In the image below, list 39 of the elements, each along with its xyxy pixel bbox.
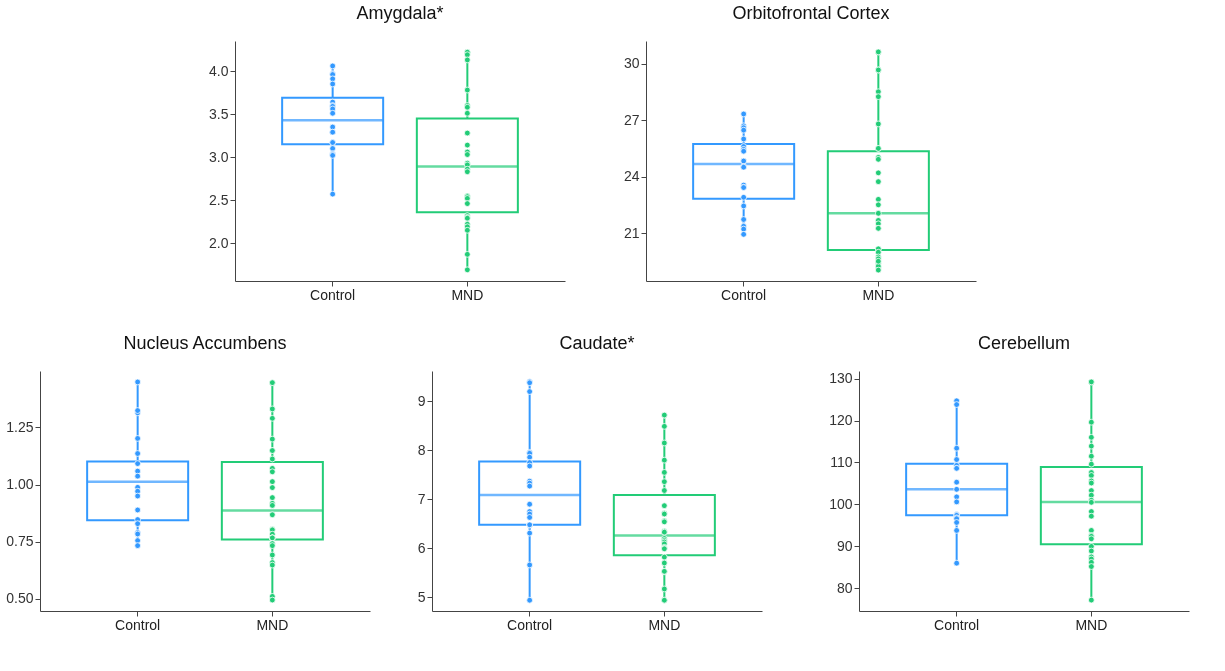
chart-title: Caudate* — [559, 333, 635, 353]
y-tick-label: 4.0 — [208, 62, 229, 79]
y-tick-label: 30 — [623, 55, 640, 72]
x-tick-label: MND — [648, 616, 680, 633]
y-tick-label: 80 — [837, 579, 854, 596]
x-tick-label: MND — [450, 286, 483, 303]
x-tick-label: MND — [256, 616, 289, 633]
y-tick-label: 100 — [829, 495, 854, 512]
x-tick-label: Control — [309, 286, 355, 303]
x-tick-label: Control — [115, 616, 161, 633]
x-tick-label: Control — [506, 616, 552, 633]
y-tick-label: 2.0 — [208, 234, 229, 251]
y-tick-label: 3.5 — [208, 105, 229, 122]
chart-title: Nucleus Accumbens — [123, 333, 287, 353]
y-tick-label: 0.75 — [6, 533, 34, 550]
y-tick-label: 1.00 — [6, 476, 34, 493]
x-tick-label: Control — [934, 616, 980, 633]
y-tick-label: 27 — [623, 111, 640, 128]
y-tick-label: 24 — [623, 168, 640, 185]
y-tick-label: 2.5 — [208, 191, 229, 208]
y-tick-label: 7 — [417, 490, 426, 507]
y-tick-label: 130 — [829, 370, 854, 387]
y-tick-label: 8 — [417, 441, 426, 458]
y-tick-label: 21 — [623, 224, 640, 241]
y-tick-label: 1.25 — [6, 418, 34, 435]
y-tick-label: 5 — [417, 588, 426, 605]
x-tick-label: MND — [861, 286, 894, 303]
y-tick-label: 90 — [837, 537, 854, 554]
y-tick-label: 120 — [829, 412, 854, 429]
y-tick-label: 0.50 — [6, 590, 34, 607]
chart-title: Amygdala* — [355, 3, 444, 23]
y-tick-label: 6 — [417, 539, 426, 556]
y-tick-label: 9 — [417, 392, 426, 409]
y-tick-label: 3.0 — [208, 148, 229, 165]
chart-title: Cerebellum — [978, 333, 1071, 353]
chart-title: Orbitofrontal Cortex — [731, 3, 890, 23]
x-tick-label: MND — [1075, 616, 1108, 633]
y-tick-label: 110 — [830, 453, 854, 470]
x-tick-label: Control — [720, 286, 766, 303]
